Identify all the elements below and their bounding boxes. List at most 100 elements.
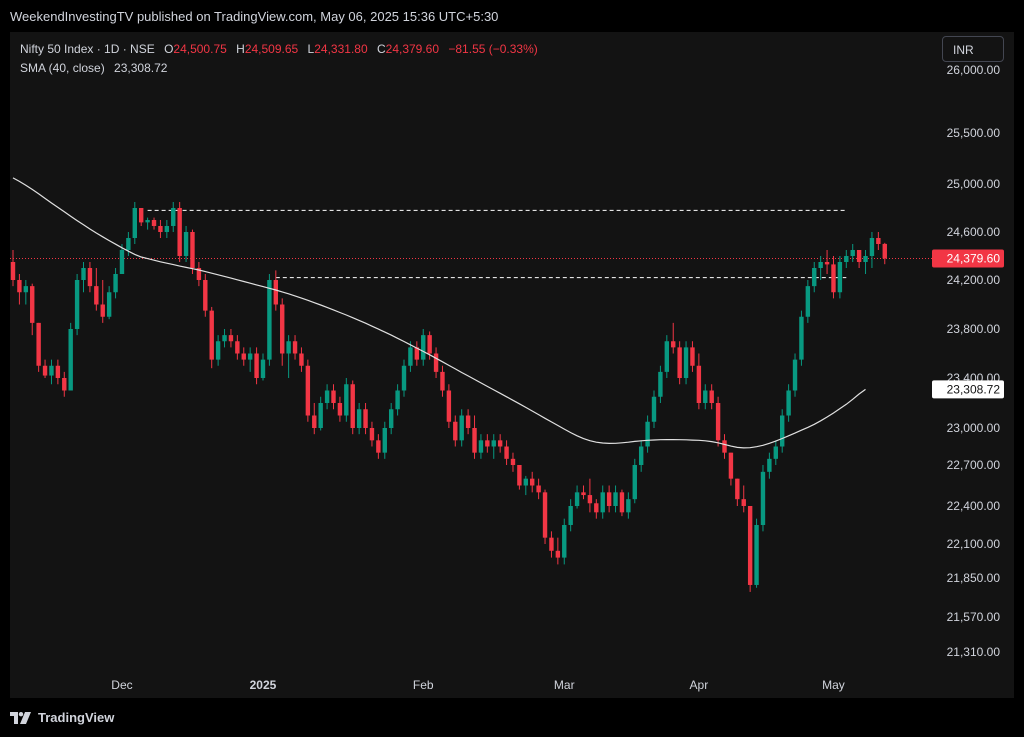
y-tick-label: 22,400.00 <box>947 499 1001 513</box>
candle-body <box>324 390 330 403</box>
candle-body <box>177 208 182 256</box>
candle-body <box>651 396 657 422</box>
candle-body <box>587 495 593 504</box>
candle-body <box>792 359 798 391</box>
candle-body <box>446 390 452 422</box>
candle-body <box>312 415 317 428</box>
tradingview-brand[interactable]: TradingView <box>10 710 114 725</box>
candle-body <box>94 286 99 305</box>
candle-body <box>401 365 407 391</box>
candle-body <box>388 409 394 428</box>
candle-body <box>440 371 445 391</box>
candle-body <box>87 268 93 287</box>
candle-body <box>581 492 586 496</box>
symbol-name[interactable]: Nifty 50 Index · 1D · NSE <box>20 42 155 56</box>
candle-body <box>465 415 471 428</box>
candle-body <box>132 208 137 238</box>
candle-body <box>100 304 105 317</box>
candle-body <box>119 250 125 274</box>
candle-body <box>10 262 16 280</box>
candle-body <box>606 492 612 506</box>
ohlc-legend-row: Nifty 50 Index · 1D · NSE O24,500.75 H24… <box>20 40 538 59</box>
candle-body <box>664 341 670 372</box>
x-tick-label: May <box>822 678 845 692</box>
x-tick-label: 2025 <box>250 678 277 692</box>
chart-panel[interactable]: 26,000.00 25,500.00 25,000.00 24,600.00 24,2… <box>10 32 1014 698</box>
candle-body <box>228 335 234 342</box>
candle-body <box>62 378 67 391</box>
sma-legend-row: SMA (40, close) 23,308.72 <box>20 59 538 78</box>
y-tick-label: 24,600.00 <box>947 225 1001 239</box>
open-label: O <box>164 42 174 56</box>
y-tick-label: 22,700.00 <box>947 458 1001 472</box>
candle-body <box>395 390 400 410</box>
candle-body <box>645 421 650 447</box>
y-tick-label: 23,000.00 <box>947 421 1001 435</box>
close-label: C <box>376 42 386 56</box>
candle-body <box>542 492 548 538</box>
y-tick-label: 23,800.00 <box>947 322 1001 336</box>
candle-body <box>773 446 778 459</box>
candle-body <box>831 264 836 293</box>
y-tick-label: 21,850.00 <box>947 571 1001 585</box>
candle-body <box>683 347 689 378</box>
high-value: 24,509.65 <box>244 42 299 56</box>
candle-body <box>139 208 144 223</box>
candle-body <box>568 506 573 525</box>
candle-body <box>812 268 817 287</box>
candle-body <box>241 353 246 360</box>
candle-body <box>356 409 362 428</box>
candle-body <box>799 316 804 360</box>
candle-body <box>715 403 721 441</box>
candle-body <box>690 347 695 366</box>
candle-body <box>453 421 458 441</box>
candle-body <box>126 238 131 250</box>
candle-body <box>530 478 535 486</box>
tradingview-logo-icon <box>10 711 31 724</box>
candle-body <box>235 341 240 354</box>
candle-body <box>23 286 29 293</box>
candle-body <box>876 238 881 244</box>
candle-body <box>247 353 253 360</box>
candle-body <box>555 550 561 558</box>
y-tick-label: 24,200.00 <box>947 273 1001 287</box>
candle-body <box>196 268 202 280</box>
candle-body <box>850 250 855 256</box>
candle-body <box>151 220 157 226</box>
candle-body <box>709 390 714 403</box>
price-chart[interactable]: 26,000.00 25,500.00 25,000.00 24,600.00 24,2… <box>10 32 1014 698</box>
candle-body <box>36 322 41 366</box>
candle-body <box>49 365 54 376</box>
sma-label[interactable]: SMA (40, close) <box>20 61 105 75</box>
candle-body <box>594 503 599 513</box>
candle-body <box>767 458 772 472</box>
footer: TradingView <box>0 698 1024 737</box>
candle-body <box>549 537 554 551</box>
candle-body <box>145 220 150 223</box>
currency-button[interactable]: INR <box>942 36 1004 62</box>
candle-body <box>600 492 605 513</box>
x-tick-label: Apr <box>690 678 709 692</box>
candle-body <box>408 347 413 366</box>
high-label: H <box>236 42 245 56</box>
y-tick-label: 22,100.00 <box>947 537 1001 551</box>
candle-body <box>472 428 477 453</box>
candle-body <box>677 347 682 378</box>
open-value: 24,500.75 <box>173 42 227 56</box>
candle-body <box>30 286 35 323</box>
candle-body <box>574 492 580 506</box>
candle-body <box>203 280 208 311</box>
candle-body <box>254 353 259 378</box>
candle-body <box>382 428 387 453</box>
y-tick-label: 21,570.00 <box>947 610 1001 624</box>
candle-body <box>869 238 875 256</box>
y-tick-label: 26,000.00 <box>947 63 1001 77</box>
candle-body <box>280 304 285 354</box>
candle-body <box>626 499 631 513</box>
sma-value-tag <box>932 380 1004 399</box>
close-value: 24,379.60 <box>385 42 440 56</box>
low-value: 24,331.80 <box>314 42 368 56</box>
candle-body <box>510 458 516 465</box>
candle-body <box>267 280 272 360</box>
candle-body <box>856 250 862 262</box>
